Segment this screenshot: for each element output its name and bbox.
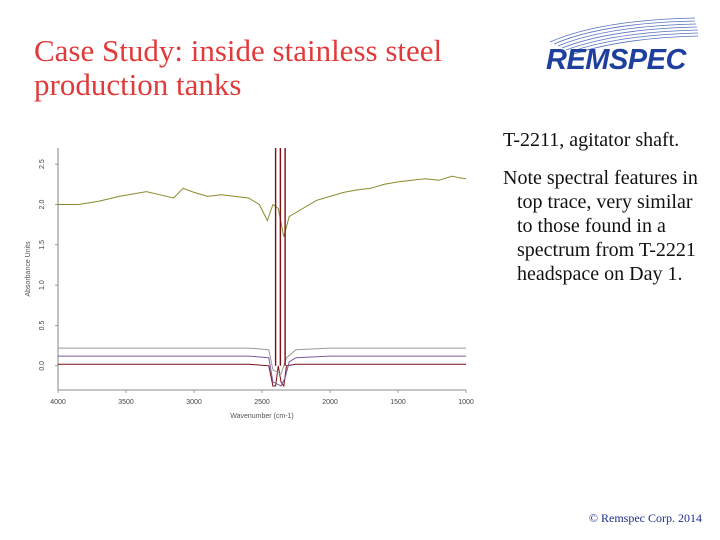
x-tick-label: 3000 — [186, 399, 202, 406]
axes — [55, 148, 467, 393]
x-tick-label: 2500 — [254, 399, 270, 406]
x-tick-label: 3500 — [118, 399, 134, 406]
x-tick-label: 1500 — [390, 399, 406, 406]
series-layer — [58, 148, 467, 388]
y-tick-label: 2.5 — [39, 159, 46, 169]
y-tick-label: 1.0 — [39, 280, 46, 290]
x-axis-label: Wavenumber (cm-1) — [230, 413, 294, 420]
labels-layer: 4000 3500 3000 2500 2000 1500 1000 0.0 0.5 1.0 1.5… — [25, 159, 474, 420]
note-2: Note spectral features in top trace, ver… — [503, 167, 698, 285]
x-tick-label: 4000 — [50, 399, 66, 406]
copyright-footer: © Remspec Corp. 2014 — [588, 511, 702, 525]
y-tick-label: 1.5 — [39, 240, 46, 250]
x-tick-label: 2000 — [322, 399, 338, 406]
notes-list: T-2211, agitator shaft. Note spectral fe… — [503, 128, 713, 300]
series-line-2 — [58, 363, 466, 388]
y-tick-label: 0.0 — [39, 361, 46, 371]
series-line-1 — [58, 175, 467, 237]
series-line-4 — [58, 347, 466, 375]
spectrum-chart: 4000 3500 3000 2500 2000 1500 1000 0.0 0.5 1.0 1.5… — [25, 148, 474, 420]
logo-text: REMSPEC — [546, 44, 686, 76]
remspec-logo: REMSPEC — [540, 14, 700, 84]
logo-wave-graphic — [549, 17, 699, 55]
y-tick-label: 2.0 — [39, 199, 46, 209]
slide-title: Case Study: inside stainless steel produ… — [34, 33, 443, 102]
x-tick-label: 1000 — [458, 399, 474, 406]
series-line-3 — [58, 355, 466, 387]
y-tick-label: 0.5 — [39, 320, 46, 330]
y-axis-label: Absorbance Units — [25, 241, 32, 297]
note-1: T-2211, agitator shaft. — [503, 129, 680, 151]
